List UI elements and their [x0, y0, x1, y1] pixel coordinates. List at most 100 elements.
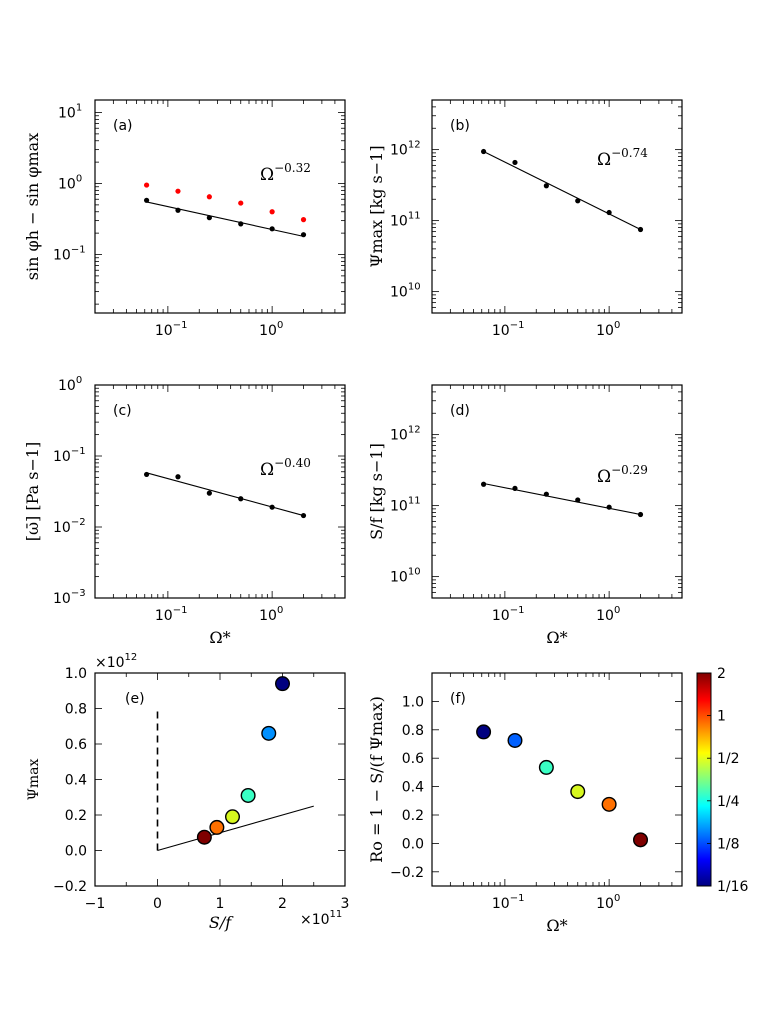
point-c-black-2 [206, 490, 212, 496]
colorbar-label-1: 1 [717, 709, 726, 725]
colorbar-gradient [696, 672, 712, 887]
panel-label-e: (e) [125, 691, 145, 707]
colorbar-label-0: 2 [717, 666, 726, 682]
y-tick-label-c-0: 10−3 [53, 588, 86, 607]
y-tick-label-b-0: 1010 [390, 282, 421, 301]
panel-label-c: (c) [113, 403, 132, 419]
point-b-black-4 [606, 209, 612, 216]
axes-frame-c [94, 384, 346, 599]
point-a-black-5 [300, 232, 307, 238]
point-f-2 [538, 759, 554, 775]
fit-line-d [483, 482, 641, 516]
panel-label-d: (d) [450, 403, 470, 419]
x-tick-label-f-1: 100 [596, 893, 620, 912]
point-b-black-0 [480, 148, 487, 155]
point-f-3 [570, 784, 586, 800]
y-tick-label-e-6: 1.0 [65, 666, 87, 682]
colorbar-label-2: 1/2 [717, 751, 740, 767]
point-a-red-4 [269, 209, 275, 215]
y-tick-label-a-1: 100 [58, 174, 82, 193]
point-a-black-2 [206, 215, 212, 221]
y-tick-label-a-2: 101 [58, 103, 82, 122]
annotation-c: Ω−0.40 [260, 456, 311, 480]
annotation-a: Ω−0.32 [260, 161, 311, 185]
y-tick-label-f-6: 1.0 [402, 694, 424, 710]
panel-b: 10−1 100 1010 1011 1012 (b) Ω−0.74 Ψmax [kg s−1… [367, 99, 683, 339]
x-axis-label-d: Ω* [546, 628, 567, 647]
point-e-1 [209, 819, 225, 835]
x-tick-label-c-0: 10−1 [155, 605, 188, 624]
colorbar-label-5: 1/16 [717, 879, 749, 895]
x-tick-label-a-0: 10−1 [155, 320, 188, 339]
x-axis-label-e: S/f [209, 913, 234, 932]
point-a-black-1 [175, 207, 181, 213]
point-c-black-4 [269, 504, 275, 510]
colorbar-label-3: 1/4 [717, 794, 740, 810]
point-c-black-0 [143, 471, 150, 478]
colorbar: 2 1 1/2 1/4 1/8 1/16 [696, 666, 749, 895]
point-c-black-1 [175, 474, 181, 480]
point-b-black-3 [575, 198, 581, 204]
point-e-4 [261, 725, 277, 741]
y-tick-label-e-1: 0.0 [65, 844, 87, 860]
x-tick-label-b-1: 100 [596, 320, 620, 339]
y-axis-label-f: Ro = 1 − S/(f Ψmax) [367, 696, 386, 863]
y-tick-label-a-0: 10−1 [53, 245, 86, 264]
fit-line-b [483, 151, 641, 230]
point-a-red-3 [238, 200, 244, 206]
y-tick-label-e-4: 0.6 [65, 737, 87, 753]
x-offset-e: ×1011 [300, 909, 342, 928]
y-tick-label-e-2: 0.2 [65, 808, 87, 824]
x-axis-label-c: Ω* [209, 628, 230, 647]
point-e-2 [224, 809, 240, 825]
y-tick-label-b-1: 1011 [390, 211, 421, 230]
panel-e: −1 0 1 2 3 −0.2 0.0 0.2 0.4 0.6 0.8 1.0 (e) S/f Ψmax ×1… [26, 652, 349, 932]
y-tick-label-d-0: 1010 [390, 567, 421, 586]
point-d-black-5 [637, 511, 644, 518]
point-d-black-0 [480, 481, 487, 487]
y-axis-label-c: [ω̄] [Pa s−1] [23, 442, 42, 542]
point-c-black-3 [238, 496, 244, 502]
x-tick-label-d-0: 10−1 [492, 605, 525, 624]
y-tick-label-f-5: 0.8 [402, 723, 424, 739]
annotation-d: Ω−0.29 [597, 463, 648, 487]
panel-d: 10−1 100 1010 1011 1012 (d) Ω−0.29 Ω* S/f [kg s−… [367, 384, 683, 647]
panel-c: 10−1 100 10−3 10−2 10−1 100 (c) Ω−0.40 Ω* [ω̄] [P… [23, 375, 346, 647]
y-tick-label-c-1: 10−2 [53, 517, 86, 536]
point-d-black-1 [512, 485, 518, 491]
y-tick-label-f-3: 0.4 [402, 780, 424, 796]
ticks-c [94, 384, 346, 599]
panel-label-f: (f) [450, 691, 466, 707]
x-axis-label-f: Ω* [546, 916, 567, 935]
point-b-black-5 [637, 226, 644, 233]
y-tick-label-c-3: 100 [58, 375, 82, 394]
y-tick-label-f-1: 0.0 [402, 836, 424, 852]
point-c-black-5 [300, 512, 307, 519]
y-tick-label-f-2: 0.2 [402, 808, 424, 824]
point-f-4 [601, 796, 617, 812]
y-tick-label-b-2: 1012 [390, 140, 421, 159]
axes-frame-e [94, 672, 346, 887]
y-tick-label-d-2: 1012 [390, 425, 421, 444]
y-tick-label-e-3: 0.4 [65, 773, 87, 789]
panel-f: 10−1 100 −0.2 0.0 0.2 0.4 0.6 0.8 1.0 (f) Ω* Ro = 1… [367, 672, 683, 935]
point-e-5 [275, 676, 291, 692]
y-tick-label-d-1: 1011 [390, 496, 421, 515]
point-a-black-3 [238, 221, 244, 227]
colorbar-label-4: 1/8 [717, 836, 740, 852]
x-tick-label-d-1: 100 [596, 605, 620, 624]
fit-line-a [146, 201, 304, 237]
point-d-black-4 [606, 504, 612, 510]
y-tick-label-c-2: 10−1 [53, 446, 86, 465]
y-axis-label-d: S/f [kg s−1] [367, 443, 386, 540]
x-tick-label-b-0: 10−1 [492, 320, 525, 339]
point-f-5 [633, 832, 649, 848]
y-axis-label-e: Ψmax [26, 758, 42, 800]
x-tick-label-e-2: 1 [216, 896, 225, 912]
y-axis-label-a: sin φh − sin φmax [23, 133, 42, 280]
axes-frame-f [431, 672, 683, 887]
point-a-black-0 [143, 197, 150, 203]
point-d-black-3 [575, 497, 581, 503]
point-f-1 [507, 732, 523, 748]
